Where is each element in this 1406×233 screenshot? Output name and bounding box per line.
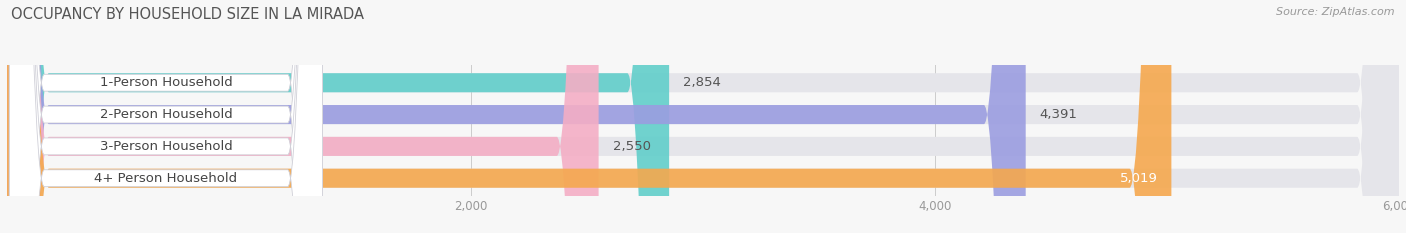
- Text: 3-Person Household: 3-Person Household: [100, 140, 232, 153]
- Text: Source: ZipAtlas.com: Source: ZipAtlas.com: [1277, 7, 1395, 17]
- FancyBboxPatch shape: [7, 0, 1026, 233]
- FancyBboxPatch shape: [7, 0, 1171, 233]
- FancyBboxPatch shape: [10, 0, 322, 233]
- FancyBboxPatch shape: [7, 0, 1399, 233]
- Text: 4,391: 4,391: [1039, 108, 1077, 121]
- Text: OCCUPANCY BY HOUSEHOLD SIZE IN LA MIRADA: OCCUPANCY BY HOUSEHOLD SIZE IN LA MIRADA: [11, 7, 364, 22]
- Text: 5,019: 5,019: [1119, 172, 1157, 185]
- FancyBboxPatch shape: [7, 0, 1399, 233]
- Text: 4+ Person Household: 4+ Person Household: [94, 172, 238, 185]
- Text: 2,550: 2,550: [613, 140, 651, 153]
- FancyBboxPatch shape: [10, 0, 322, 233]
- FancyBboxPatch shape: [7, 0, 599, 233]
- Text: 2,854: 2,854: [683, 76, 721, 89]
- FancyBboxPatch shape: [7, 0, 1399, 233]
- Text: 1-Person Household: 1-Person Household: [100, 76, 232, 89]
- FancyBboxPatch shape: [7, 0, 1399, 233]
- FancyBboxPatch shape: [10, 0, 322, 233]
- FancyBboxPatch shape: [10, 0, 322, 233]
- Text: 2-Person Household: 2-Person Household: [100, 108, 232, 121]
- FancyBboxPatch shape: [7, 0, 669, 233]
